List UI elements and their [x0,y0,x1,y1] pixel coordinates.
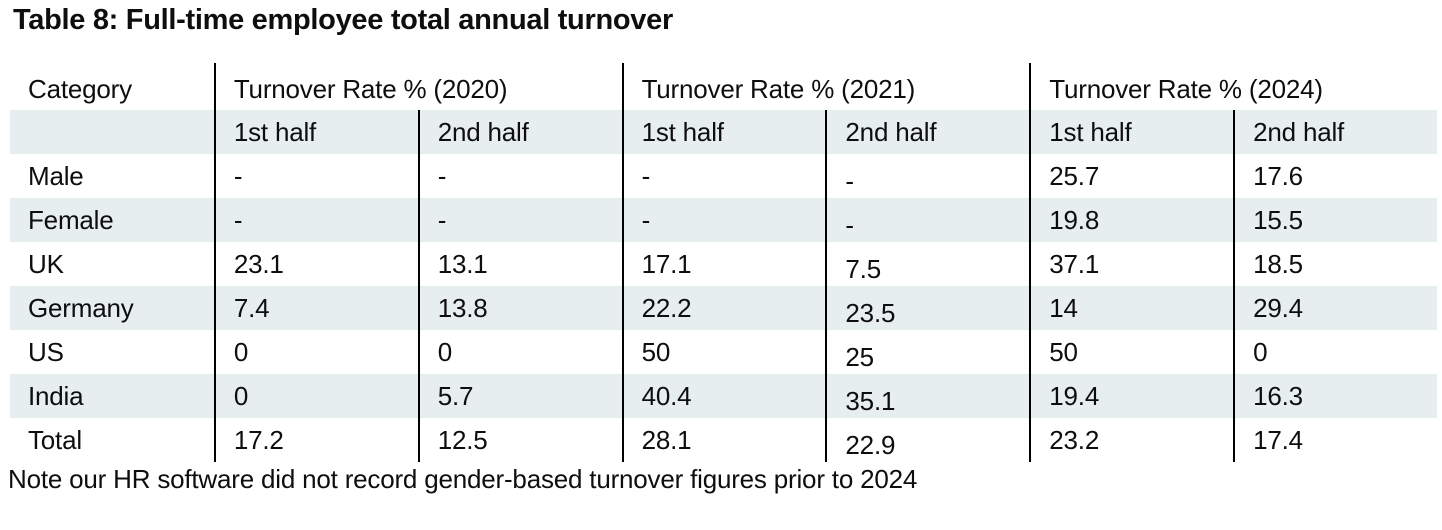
value-cell: - [213,154,418,198]
value-cell: 16.3 [1233,374,1437,418]
row-label: Total [28,424,82,455]
value-cell: 37.1 [1029,242,1233,286]
value-cell: 50 [1029,330,1233,374]
value-cell: - [621,154,826,198]
value-cell: 50 [621,330,826,374]
turnover-table: Category Turnover Rate % (2020) Turnover… [10,63,1437,462]
subheader-spacer [10,110,214,154]
value-cell: 28.1 [621,418,826,462]
value-cell: - [621,198,826,242]
column-group-header-2024: Turnover Rate % (2024) [1029,63,1437,110]
row-label: US [28,336,64,367]
value-cell: - [417,198,622,242]
value-cell: 19.4 [1029,374,1234,418]
subheader-2024-2nd: 2nd half [1233,110,1437,154]
column-header-category: Category [28,74,132,104]
subheader-2021-2nd: 2nd half [825,110,1030,154]
row-label: UK [28,248,64,279]
row-label: Male [28,160,84,191]
value-cell: 25.7 [1029,154,1233,198]
subheader-2024-1st: 1st half [1029,110,1234,154]
row-label: India [10,374,214,418]
value-cell: - [213,198,418,242]
subheader-2020-1st: 1st half [213,110,418,154]
value-cell: 40.4 [621,374,826,418]
column-group-header-2021: Turnover Rate % (2021) [621,63,1030,110]
footnote: Note our HR software did not record gend… [8,464,918,494]
value-cell: 7.4 [213,286,418,330]
value-cell: 15.5 [1233,198,1437,242]
value-cell: 17.2 [213,418,418,462]
column-group-header-2020: Turnover Rate % (2020) [213,63,622,110]
value-cell: 29.4 [1233,286,1437,330]
value-cell: 17.1 [621,242,826,286]
value-cell: 23.5 [825,286,1030,330]
value-cell: 22.2 [621,286,826,330]
value-cell: 22.9 [825,418,1029,462]
value-cell: 0 [417,330,622,374]
value-cell: 0 [213,330,418,374]
value-cell: 0 [1233,330,1437,374]
value-cell: 13.1 [417,242,622,286]
value-cell: 13.8 [417,286,622,330]
value-cell: - [825,198,1030,242]
value-cell: 5.7 [417,374,622,418]
subheader-2020-2nd: 2nd half [417,110,622,154]
value-cell: 17.4 [1233,418,1437,462]
value-cell: 14 [1029,286,1234,330]
value-cell: 18.5 [1233,242,1437,286]
value-cell: 23.2 [1029,418,1233,462]
row-label: Female [10,198,214,242]
subheader-2021-1st: 1st half [621,110,826,154]
value-cell: - [825,154,1029,198]
value-cell: 25 [825,330,1029,374]
value-cell: 23.1 [213,242,418,286]
value-cell: 0 [213,374,418,418]
value-cell: 19.8 [1029,198,1234,242]
value-cell: 12.5 [417,418,622,462]
value-cell: 35.1 [825,374,1030,418]
value-cell: - [417,154,622,198]
value-cell: 7.5 [825,242,1029,286]
value-cell: 17.6 [1233,154,1437,198]
table-title: Table 8: Full-time employee total annual… [13,4,673,36]
row-label: Germany [10,286,214,330]
